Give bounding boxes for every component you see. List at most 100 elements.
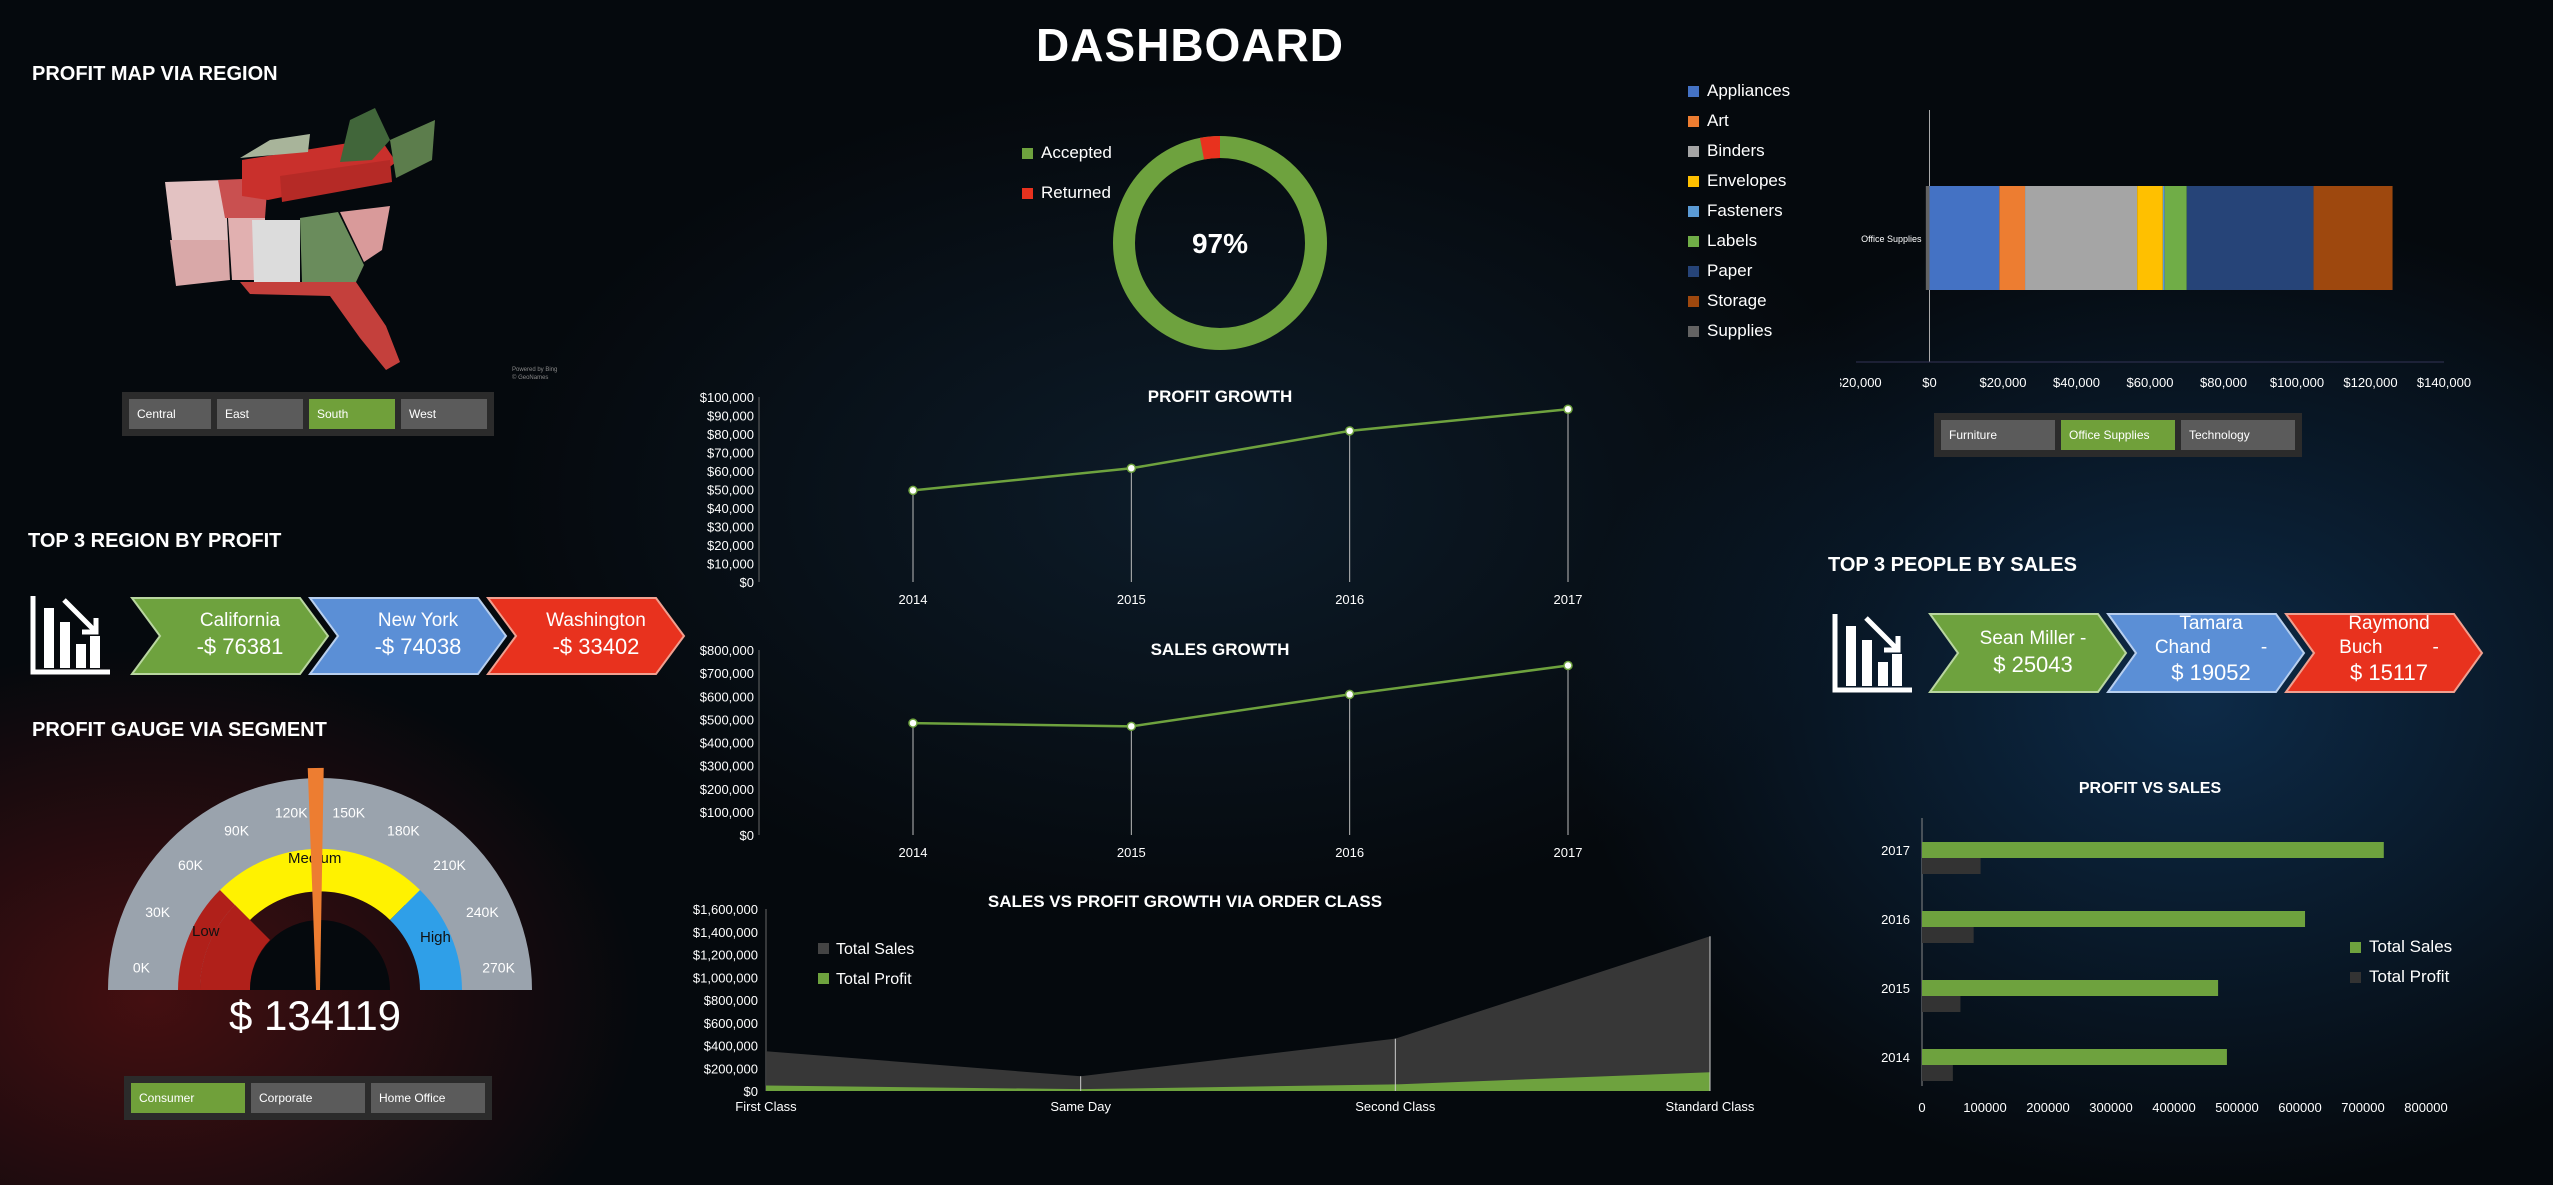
swatch: [1022, 187, 1033, 199]
x-tick-label: Same Day: [1050, 1099, 1111, 1114]
map-state[interactable]: [240, 282, 400, 370]
map-state[interactable]: [390, 120, 435, 178]
subcategory-bar-chart: -$20,000 $0 $20,000 $40,000 $60,000 $80,000 $1…: [1840, 110, 2471, 390]
bar-total-profit[interactable]: [1922, 927, 1974, 943]
map-state[interactable]: [252, 220, 300, 282]
sales-growth-chart: $0 $100,000 $200,000 $300,000 $400,000 $500,0…: [700, 643, 1583, 860]
bar-total-profit[interactable]: [1922, 1065, 1953, 1081]
map-attribution-line: Powered by Bing: [512, 367, 558, 373]
bar-total-sales[interactable]: [1922, 980, 2219, 996]
legend-item: Binders: [1688, 136, 1790, 166]
slicer-west[interactable]: West: [401, 399, 487, 429]
area-total-sales[interactable]: [766, 936, 1710, 1091]
gauge-tick-label: 60K: [178, 857, 204, 873]
legend-label: Envelopes: [1707, 171, 1787, 190]
bar-segment-paper[interactable]: [2186, 186, 2314, 290]
bar-segment-supplies[interactable]: [1925, 186, 1930, 290]
slicer-central[interactable]: Central: [129, 399, 211, 429]
map-state[interactable]: [170, 240, 230, 286]
bar-total-profit[interactable]: [1922, 996, 1961, 1012]
legend-label: Appliances: [1707, 81, 1791, 100]
swatch: [1688, 85, 1699, 97]
person-item: Raymond Buch - $ 15117: [2314, 612, 2464, 686]
legend-label: Total Sales: [836, 941, 914, 958]
gauge-band-low-outer: [178, 890, 235, 990]
y-tick-label: 2015: [1881, 981, 1910, 996]
legend-label: Total Sales: [2369, 937, 2453, 956]
y-tick-label: $100,000: [700, 805, 754, 820]
chevron-washington: [486, 597, 686, 675]
map-state[interactable]: [300, 212, 364, 282]
slicer-south[interactable]: South: [309, 399, 395, 429]
swatch: [1022, 147, 1033, 159]
chevron-california: [130, 597, 330, 675]
person-item: Sean Miller - $ 25043: [1958, 626, 2108, 678]
region-item: California -$ 76381: [160, 608, 320, 660]
gauge-tick-label: 210K: [433, 857, 466, 873]
bar-total-sales[interactable]: [1922, 1049, 2227, 1065]
data-point[interactable]: [908, 718, 918, 728]
gauge-tick-label: 150K: [332, 804, 365, 820]
data-point[interactable]: [908, 485, 918, 496]
bar-segment-labels[interactable]: [2164, 186, 2187, 290]
slicer-corporate[interactable]: Corporate: [251, 1083, 365, 1113]
y-tick-label: $10,000: [707, 557, 754, 572]
data-point[interactable]: [1126, 721, 1137, 732]
y-tick-label: $90,000: [707, 409, 754, 424]
x-tick-label: Standard Class: [1666, 1099, 1755, 1114]
slicer-east[interactable]: East: [217, 399, 303, 429]
map-state[interactable]: [240, 134, 310, 158]
x-tick-label: 800000: [2404, 1100, 2447, 1115]
bar-total-sales[interactable]: [1922, 842, 2384, 858]
gauge-tick-label: 90K: [224, 822, 250, 838]
slicer-technology[interactable]: Technology: [2181, 420, 2295, 450]
legend-label: Total Profit: [836, 971, 912, 988]
legend-item: Supplies: [1688, 316, 1790, 346]
x-tick-label: $40,000: [2053, 375, 2100, 390]
data-point[interactable]: [1563, 660, 1573, 671]
bar-total-sales[interactable]: [1922, 911, 2306, 927]
y-tick-label: $20,000: [707, 538, 754, 553]
x-tick-label: $20,000: [1980, 375, 2027, 390]
region-value: -$ 76381: [196, 634, 284, 659]
chevron-new-york: [308, 597, 508, 675]
bar-segment-envelopes[interactable]: [2137, 186, 2163, 290]
map-state[interactable]: [340, 206, 390, 262]
bar-segment-binders[interactable]: [2025, 186, 2138, 290]
map-state[interactable]: [340, 108, 390, 162]
data-point[interactable]: [1126, 463, 1137, 473]
swatch: [1688, 115, 1699, 127]
map-state[interactable]: [280, 160, 392, 202]
area-total-profit[interactable]: [766, 1072, 1710, 1091]
bar-segment-fasteners[interactable]: [2162, 186, 2165, 290]
region-name: Washington: [546, 610, 646, 631]
slicer-office-supplies[interactable]: Office Supplies: [2061, 420, 2175, 450]
bar-total-profit[interactable]: [1922, 858, 1981, 874]
data-point[interactable]: [1344, 426, 1355, 436]
y-tick-label: $500,000: [700, 712, 754, 727]
swatch: [2350, 941, 2361, 953]
legend-accepted: Accepted: [1022, 138, 1112, 168]
person-name-line-2: Chand -: [2136, 636, 2286, 660]
y-tick-label: 2016: [1881, 912, 1910, 927]
data-point[interactable]: [1344, 689, 1355, 700]
map-attribution-line: © GeoNames: [512, 375, 549, 381]
bar-segment-art[interactable]: [1999, 186, 2026, 290]
legend-item: Paper: [1688, 256, 1790, 286]
legend-label: Storage: [1707, 291, 1767, 310]
person-sales: $ 15117: [2350, 660, 2428, 685]
legend-swatch: [818, 973, 829, 984]
map-state[interactable]: [165, 180, 228, 240]
x-tick-label: $100,000: [2270, 375, 2324, 390]
slicer-consumer[interactable]: Consumer: [131, 1083, 245, 1113]
bar-segment-storage[interactable]: [2313, 186, 2393, 290]
swatch: [1688, 205, 1699, 217]
legend-item: Storage: [1688, 286, 1790, 316]
slicer-home-office[interactable]: Home Office: [371, 1083, 485, 1113]
returns-donut: 97%: [1113, 136, 1327, 350]
slicer-furniture[interactable]: Furniture: [1941, 420, 2055, 450]
bar-segment-appliances[interactable]: [1929, 186, 2000, 290]
data-point[interactable]: [1563, 404, 1573, 414]
y-tick-label: $0: [740, 828, 754, 843]
legend-label: Supplies: [1707, 321, 1773, 340]
